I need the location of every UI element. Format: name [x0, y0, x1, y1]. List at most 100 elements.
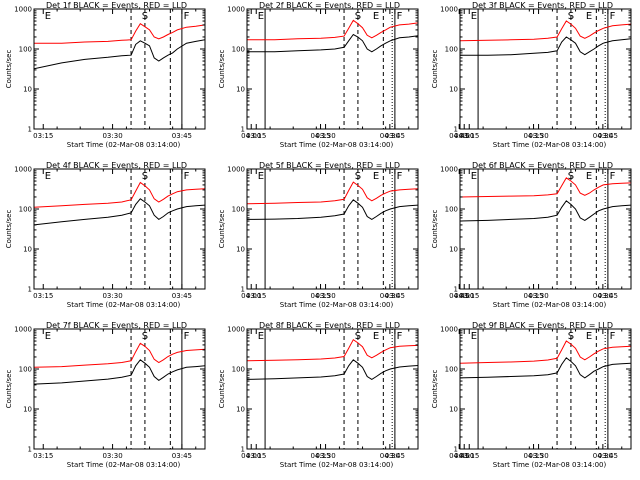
y-tick-label: 10 [449, 246, 458, 254]
x-tick-label: 03:15 [33, 132, 53, 140]
x-tick-label: 04:15 [310, 292, 330, 300]
x-tick-label: 04:15 [310, 452, 330, 460]
series-line-events [34, 39, 205, 70]
x-tick-label: 04:00 [454, 452, 474, 460]
panel-det-4: Det 4f BLACK = Events, RED = LLD11010010… [5, 161, 469, 309]
x-tick-label: 03:30 [528, 292, 548, 300]
series-line-events [247, 33, 418, 53]
panel-det-9: Det 9f BLACK = Events, RED = LLD 1 10 100 10… [431, 321, 632, 469]
y-axis-label: Counts/sec [5, 370, 13, 409]
region-label: S [142, 171, 148, 182]
x-tick-label: 03:45 [598, 292, 618, 300]
x-tick-label: 04:45 [449, 132, 469, 140]
region-label: S [355, 331, 361, 342]
x-tick-label: 04:15 [523, 452, 543, 460]
region-label: E [258, 171, 264, 182]
y-tick-label: 100 [445, 206, 458, 214]
x-tick-label: 04:45 [449, 452, 469, 460]
y-tick-label: 10 [236, 406, 245, 414]
plot-frame [459, 328, 632, 450]
region-label: F [397, 171, 403, 182]
x-tick-label: 03:45 [172, 132, 192, 140]
y-tick-label: 1 [454, 126, 458, 134]
y-tick-label: 1000 [440, 326, 458, 334]
y-axis-label: Counts/sec [431, 370, 439, 409]
y-tick-label: 1000 [227, 6, 245, 14]
panel-det-6: Det 6f BLACK = Events, RED = LLD 1 10 100 10… [431, 161, 632, 309]
region-label: E [373, 171, 379, 182]
x-tick-label: 03:45 [172, 292, 192, 300]
x-tick-label: 03:45 [385, 132, 405, 140]
region-label: S [142, 11, 148, 22]
region-label: E [45, 171, 51, 182]
x-tick-label: 04:30 [380, 132, 400, 140]
x-tick-label: 04:30 [593, 292, 613, 300]
x-tick-label: 03:45 [172, 452, 192, 460]
series-group [247, 181, 418, 220]
y-tick-label: 100 [232, 46, 245, 54]
y-tick-label: 10 [23, 86, 32, 94]
series-line-events [460, 357, 631, 379]
x-tick-label: 03:15 [459, 292, 479, 300]
y-tick-label: 100 [19, 46, 32, 54]
x-tick-label: 03:45 [385, 292, 405, 300]
series-line-lld [460, 20, 631, 42]
x-axis-label: Start Time (02-Mar-08 03:14:00) [493, 301, 607, 309]
series-line-events [460, 200, 631, 222]
y-axis-label: Counts/sec [218, 210, 226, 249]
series-group [34, 342, 205, 385]
y-axis-label: Counts/sec [5, 50, 13, 89]
x-tick-label: 03:30 [315, 132, 335, 140]
panel-det-3: Det 3f BLACK = Events, RED = LLD 1 10 100 10… [431, 1, 632, 149]
x-tick-label: 04:00 [241, 132, 261, 140]
region-label: E [45, 331, 51, 342]
x-axis-label: Start Time (02-Mar-08 03:14:00) [67, 301, 181, 309]
x-axis-label: Start Time (02-Mar-08 03:14:00) [67, 141, 181, 149]
y-axis-label: Counts/sec [5, 210, 13, 249]
y-tick-label: 1 [28, 286, 32, 294]
region-label: F [184, 11, 190, 22]
panel-det-1: Det 1f BLACK = Events, RED = LLD11010010… [5, 1, 469, 149]
y-tick-label: 1 [28, 446, 32, 454]
plot-frame [459, 168, 632, 290]
panel-title: Det 5f BLACK = Events, RED = LLD [259, 161, 400, 170]
y-tick-label: 100 [232, 206, 245, 214]
y-tick-label: 1000 [14, 166, 32, 174]
series-line-lld [247, 181, 418, 205]
region-label: S [568, 11, 574, 22]
region-label: E [258, 331, 264, 342]
y-axis-label: Counts/sec [218, 370, 226, 409]
x-tick-label: 03:45 [598, 132, 618, 140]
series-line-lld [247, 19, 418, 41]
region-label: S [355, 11, 361, 22]
plot-frame [33, 168, 206, 290]
x-tick-label: 03:15 [459, 132, 479, 140]
y-tick-label: 1000 [440, 166, 458, 174]
series-group [460, 20, 631, 56]
panel-title: Det 2f BLACK = Events, RED = LLD [259, 1, 400, 10]
region-label: E [586, 171, 592, 182]
series-line-lld [34, 23, 205, 44]
y-tick-label: 10 [236, 86, 245, 94]
plot-frame [246, 8, 419, 130]
x-tick-label: 03:45 [598, 452, 618, 460]
x-axis-label: Start Time (02-Mar-08 03:14:00) [280, 461, 394, 469]
x-axis-label: Start Time (02-Mar-08 03:14:00) [280, 301, 394, 309]
panel-title: Det 6f BLACK = Events, RED = LLD [472, 161, 613, 170]
x-tick-label: 03:30 [102, 452, 122, 460]
x-tick-label: 03:30 [102, 292, 122, 300]
region-label: F [184, 331, 190, 342]
series-line-events [460, 36, 631, 56]
x-tick-label: 04:30 [380, 292, 400, 300]
x-axis-label: Start Time (02-Mar-08 03:14:00) [67, 461, 181, 469]
y-axis-label: Counts/sec [431, 50, 439, 89]
panel-title: Det 9f BLACK = Events, RED = LLD [472, 321, 613, 330]
y-tick-label: 1 [28, 126, 32, 134]
plot-frame [33, 328, 206, 450]
series-line-lld [460, 177, 631, 198]
y-tick-label: 10 [23, 406, 32, 414]
y-axis-label: Counts/sec [431, 210, 439, 249]
series-group [34, 23, 205, 70]
region-label: E [586, 331, 592, 342]
